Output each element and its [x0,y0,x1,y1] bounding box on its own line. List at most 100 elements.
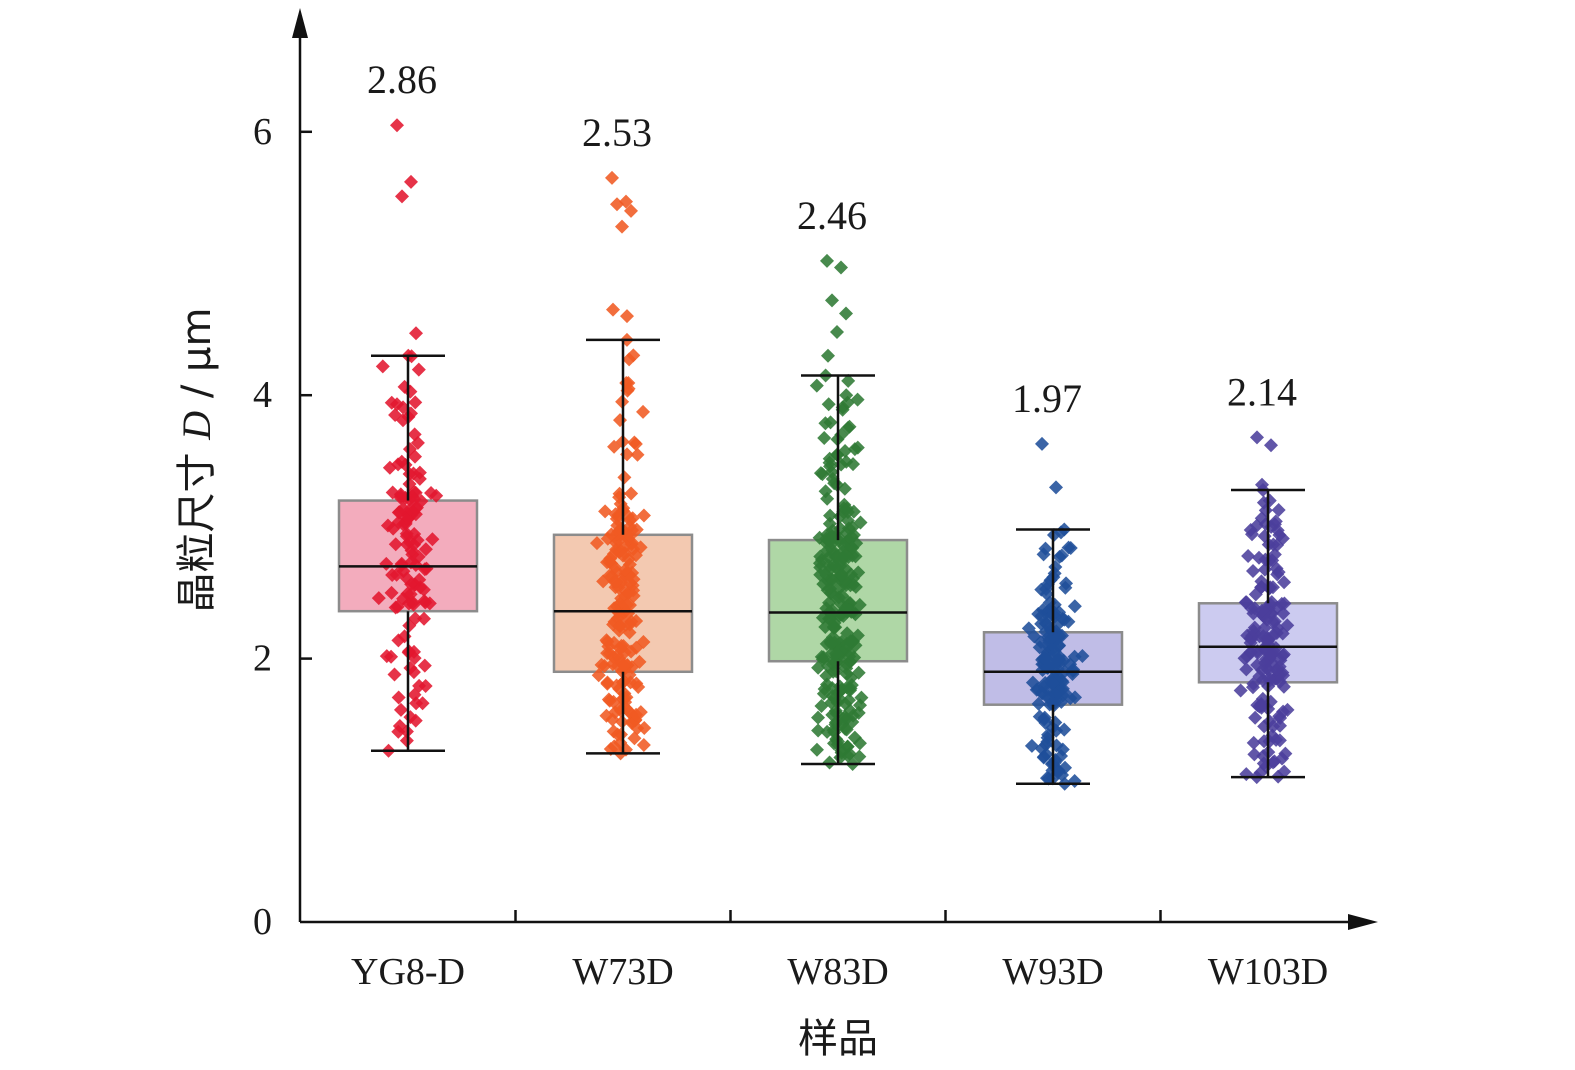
data-point [621,381,636,396]
data-point [850,440,865,455]
outlier-point [615,219,629,234]
data-point [811,723,826,738]
data-point [819,677,834,692]
data-point [622,625,637,640]
mean-value-label: 2.53 [582,110,652,155]
data-point [622,617,637,632]
data-point [839,661,854,676]
data-point [627,731,642,746]
data-point [834,568,849,583]
outlier-point [820,253,834,268]
data-point [851,665,866,680]
data-point [1233,683,1248,698]
data-point [839,636,854,651]
data-point [591,668,606,683]
data-point [823,415,838,430]
data-point [1276,679,1291,694]
outlier-point [409,326,423,341]
y-tick-label: 2 [253,638,272,680]
data-point [620,597,635,612]
data-point [1269,662,1284,677]
data-point [1260,634,1275,649]
points-W93D [1021,436,1090,791]
data-point [1054,548,1069,563]
outlier-point [395,189,409,204]
data-point [1038,737,1053,752]
data-point [1245,680,1260,695]
data-point [1277,575,1292,590]
data-point [823,508,838,523]
outlier-point [605,170,619,185]
data-point [609,511,624,526]
data-point [404,577,419,592]
mean-value-label: 2.46 [797,193,867,238]
data-point [840,513,855,528]
data-point [391,515,406,530]
data-point [1266,615,1281,630]
data-point [825,471,840,486]
data-point [1266,719,1281,734]
data-point [1039,582,1054,597]
mean-value-label: 2.14 [1227,369,1297,414]
data-point [1246,735,1261,750]
data-point [1258,517,1273,532]
outlier-point [624,203,638,218]
data-point [405,595,420,610]
data-point [417,611,432,626]
data-point [1248,587,1263,602]
data-point [388,537,403,552]
outlier-point [1250,430,1264,445]
data-point [636,404,651,419]
data-point [425,532,440,547]
data-point [1067,649,1082,664]
data-point [837,539,852,554]
data-point [1036,547,1051,562]
data-point [1272,709,1287,724]
y-tick-label: 6 [253,111,272,153]
data-point [1238,595,1253,610]
data-point [412,465,427,480]
data-point [409,696,424,711]
data-point [1031,696,1046,711]
data-point [395,413,410,428]
data-point [405,547,420,562]
data-point [1039,771,1054,786]
data-point [604,527,619,542]
data-point [417,593,432,608]
data-point [822,455,837,470]
data-point [1036,750,1051,765]
y-tick-label: 0 [253,901,272,943]
outlier-point [1264,438,1278,453]
points-W103D [1233,430,1295,785]
data-point [1272,733,1287,748]
data-point [1066,662,1081,677]
data-point [842,419,857,434]
data-point [418,678,433,693]
data-point [817,431,832,446]
data-point [821,397,836,412]
whisker-W103D [1199,488,1337,779]
data-point [399,529,414,544]
data-point [631,680,646,695]
mean-value-label: 2.86 [367,57,437,102]
data-point [850,392,865,407]
data-point [852,749,867,764]
outlier-point [606,302,620,317]
data-point [1261,671,1276,686]
data-point [622,667,637,682]
data-point [827,589,842,604]
x-axis-title: 样品 [798,1016,878,1062]
data-point [814,698,829,713]
outlier-point [620,309,634,324]
data-point [846,457,861,472]
data-point [598,504,613,519]
outlier-point [821,348,835,363]
data-point [617,470,632,485]
data-point [384,585,399,600]
data-point [613,413,628,428]
data-point [828,715,843,730]
data-point [612,618,627,633]
data-point [605,712,620,727]
data-point [388,600,403,615]
data-point [1274,596,1289,611]
